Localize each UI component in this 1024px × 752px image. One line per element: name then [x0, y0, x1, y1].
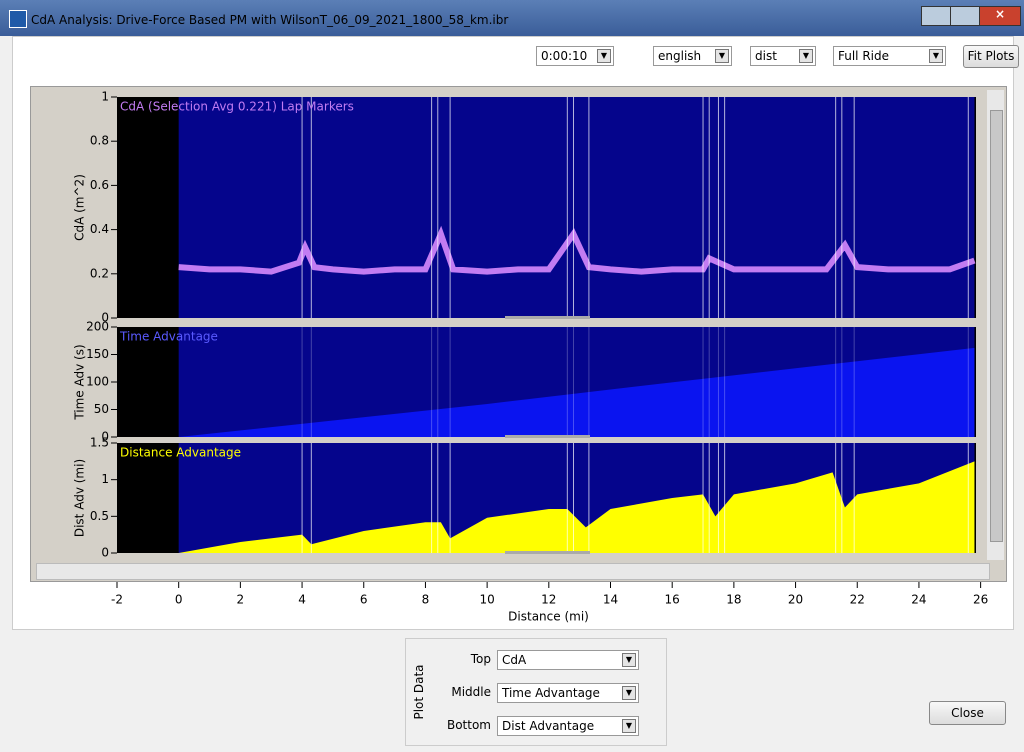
dropdown-arrow: ▼ — [622, 719, 636, 733]
y-tick-label: 0 — [101, 546, 109, 560]
no-data-region — [974, 97, 976, 318]
v-scrollbar[interactable] — [987, 90, 1004, 560]
splitter — [505, 316, 590, 319]
close-x-button[interactable]: × — [979, 6, 1021, 26]
splitter — [505, 551, 590, 554]
dropdown-arrow: ▼ — [929, 49, 943, 63]
x-tick-label: 24 — [911, 593, 926, 607]
axis-value: dist — [755, 49, 777, 63]
y-tick-label: 100 — [86, 375, 109, 389]
dropdown-arrow: ▼ — [622, 686, 636, 700]
units-value: english — [658, 49, 702, 63]
range-value: Full Ride — [838, 49, 890, 63]
plot-data-group: Plot Data Top CdA ▼ Middle Time Advantage ▼ Bo… — [405, 638, 667, 746]
x-tick-label: -2 — [111, 593, 123, 607]
units-select[interactable]: english ▼ — [653, 46, 732, 66]
x-tick-label: 12 — [541, 593, 556, 607]
row-select[interactable]: Time Advantage ▼ — [497, 683, 639, 703]
x-tick-label: 14 — [603, 593, 618, 607]
no-data-region — [117, 97, 179, 318]
y-axis-label: CdA (m^2) — [73, 174, 87, 241]
y-tick-label: 0 — [101, 311, 109, 325]
y-tick-label: 0 — [101, 430, 109, 444]
area — [178, 461, 975, 553]
x-axis-label: Distance (mi) — [508, 610, 589, 624]
y-tick-label: 0.5 — [90, 509, 109, 523]
y-tick-label: 200 — [86, 320, 109, 334]
y-tick-label: 0.2 — [90, 266, 109, 280]
x-tick-label: 18 — [726, 593, 741, 607]
close-button[interactable]: Close — [929, 701, 1006, 725]
row-value: CdA — [502, 653, 527, 667]
x-tick-label: 22 — [850, 593, 865, 607]
title-bar: CdA Analysis: Drive-Force Based PM with … — [0, 0, 1024, 36]
dropdown-arrow: ▼ — [799, 49, 813, 63]
y-tick-label: 1.5 — [90, 436, 109, 450]
y-tick-label: 0.6 — [90, 178, 109, 192]
x-tick-label: 16 — [665, 593, 680, 607]
plot-legend: CdA (Selection Avg 0.221) Lap Markers — [120, 100, 354, 114]
x-tick-label: 4 — [298, 593, 306, 607]
row-label: Middle — [451, 685, 491, 699]
no-data-region — [974, 327, 976, 437]
y-tick-label: 1 — [101, 472, 109, 486]
row-value: Time Advantage — [502, 686, 600, 700]
no-data-region — [974, 443, 976, 553]
x-tick-label: 2 — [237, 593, 245, 607]
window-title: CdA Analysis: Drive-Force Based PM with … — [31, 13, 509, 27]
group-label: Plot Data — [412, 664, 426, 720]
x-tick-label: 10 — [479, 593, 494, 607]
interval-value: 0:00:10 — [541, 49, 588, 63]
plot-legend: Time Advantage — [119, 330, 218, 344]
y-tick-label: 50 — [94, 402, 109, 416]
scroll-thumb[interactable] — [990, 110, 1003, 542]
app-icon — [9, 10, 27, 28]
fit-plots-button[interactable]: Fit Plots — [963, 45, 1019, 68]
y-tick-label: 1 — [101, 90, 109, 104]
no-data-region — [117, 327, 179, 437]
no-data-region — [117, 443, 179, 553]
row-label: Top — [470, 652, 491, 666]
plot-legend: Distance Advantage — [120, 446, 241, 460]
row-select[interactable]: CdA ▼ — [497, 650, 639, 670]
row-select[interactable]: Dist Advantage ▼ — [497, 716, 639, 736]
plots: 0 0.2 0.4 0.6 0.8 1 CdA (m^2) CdA (Selection Av… — [73, 90, 989, 624]
x-tick-label: 8 — [422, 593, 430, 607]
x-tick-label: 26 — [973, 593, 988, 607]
area — [178, 347, 975, 437]
row-label: Bottom — [446, 718, 491, 732]
y-tick-label: 0.4 — [90, 222, 109, 236]
h-scrollbar[interactable] — [36, 563, 990, 580]
y-axis-label: Time Adv (s) — [73, 344, 87, 420]
dropdown-arrow: ▼ — [622, 653, 636, 667]
x-tick-label: 20 — [788, 593, 803, 607]
splitter — [505, 435, 590, 438]
y-tick-label: 150 — [86, 347, 109, 361]
dropdown-arrow: ▼ — [597, 49, 611, 63]
y-tick-label: 0.8 — [90, 134, 109, 148]
x-tick-label: 6 — [360, 593, 368, 607]
dropdown-arrow: ▼ — [715, 49, 729, 63]
plot-bg — [117, 97, 976, 318]
interval-select[interactable]: 0:00:10 ▼ — [536, 46, 614, 66]
range-select[interactable]: Full Ride ▼ — [833, 46, 946, 66]
x-tick-label: 0 — [175, 593, 183, 607]
y-axis-label: Dist Adv (mi) — [73, 459, 87, 537]
axis-select[interactable]: dist ▼ — [750, 46, 816, 66]
row-value: Dist Advantage — [502, 719, 595, 733]
